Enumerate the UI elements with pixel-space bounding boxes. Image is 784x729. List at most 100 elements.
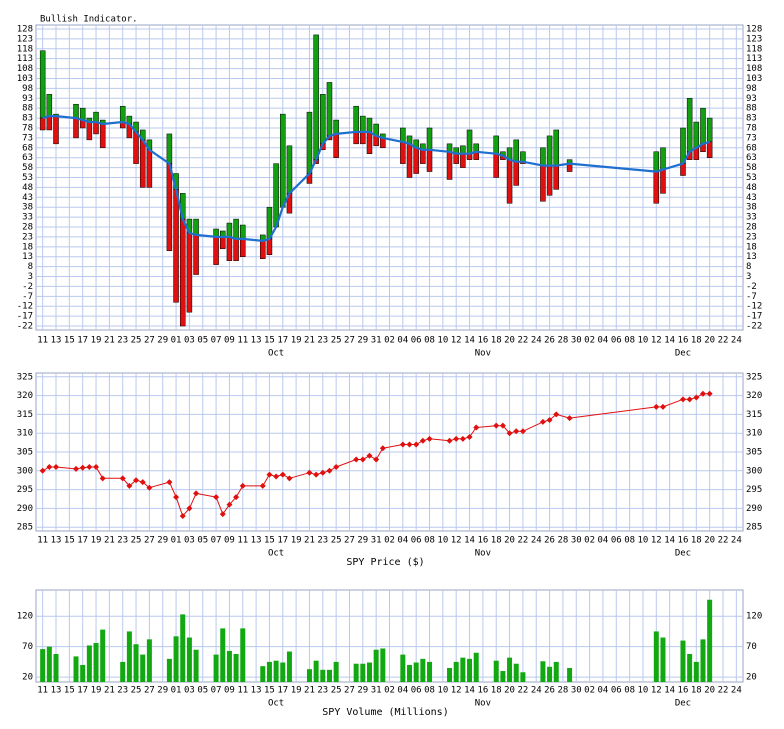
month-label: Oct bbox=[268, 349, 284, 359]
y-tick-label-right: -17 bbox=[746, 312, 762, 322]
price-marker bbox=[653, 403, 660, 410]
up-bar bbox=[326, 82, 333, 137]
x-tick-label: 11 bbox=[237, 686, 248, 696]
x-tick-label: 08 bbox=[624, 686, 635, 696]
x-tick-label: 12 bbox=[651, 536, 662, 546]
x-axis-label: SPY Volume (Millions) bbox=[322, 707, 448, 718]
price-marker bbox=[39, 467, 46, 474]
price-marker bbox=[173, 494, 180, 501]
y-tick-label: 103 bbox=[17, 74, 33, 84]
up-bar bbox=[426, 127, 433, 151]
price-marker bbox=[446, 437, 453, 444]
x-tick-label: 28 bbox=[557, 536, 568, 546]
y-tick-label-right: 128 bbox=[746, 24, 762, 34]
price-marker bbox=[133, 477, 140, 484]
y-tick-label-right: 20 bbox=[746, 673, 757, 683]
x-tick-label: 26 bbox=[544, 686, 555, 696]
y-tick-label: 285 bbox=[17, 523, 33, 533]
price-marker bbox=[226, 501, 233, 508]
up-bar bbox=[513, 139, 519, 162]
up-bar bbox=[233, 218, 239, 240]
down-bar bbox=[53, 115, 59, 145]
y-tick-label-right: 58 bbox=[746, 163, 757, 173]
y-tick-label: 315 bbox=[17, 410, 33, 420]
y-tick-label-right: 23 bbox=[746, 232, 757, 242]
price-marker bbox=[513, 428, 520, 435]
volume-bar bbox=[553, 661, 559, 682]
price-marker bbox=[166, 479, 173, 486]
up-bar bbox=[79, 107, 86, 121]
month-label: Nov bbox=[475, 349, 491, 359]
x-tick-label: 24 bbox=[531, 336, 542, 346]
down-bar bbox=[493, 153, 499, 178]
down-bar bbox=[513, 161, 519, 186]
x-tick-label: 15 bbox=[264, 336, 275, 346]
x-tick-label: 20 bbox=[504, 686, 515, 696]
y-tick-label: 20 bbox=[22, 673, 33, 683]
y-tick-label: 43 bbox=[22, 193, 33, 203]
x-tick-label: 09 bbox=[224, 686, 235, 696]
up-bar bbox=[273, 163, 279, 228]
x-tick-label: 16 bbox=[477, 336, 488, 346]
x-tick-label: 12 bbox=[651, 686, 662, 696]
y-tick-label-right: 73 bbox=[746, 133, 757, 143]
x-tick-label: 28 bbox=[557, 336, 568, 346]
x-tick-label: 16 bbox=[477, 686, 488, 696]
price-marker bbox=[79, 464, 86, 471]
price-marker bbox=[86, 464, 93, 471]
y-tick-label: 320 bbox=[17, 391, 33, 401]
x-tick-label: 10 bbox=[437, 686, 448, 696]
x-tick-label: 11 bbox=[237, 336, 248, 346]
up-bar bbox=[166, 133, 173, 164]
y-tick-label: 93 bbox=[22, 94, 33, 104]
price-marker bbox=[233, 494, 240, 501]
y-tick-label: 70 bbox=[22, 642, 33, 652]
x-tick-label: 22 bbox=[718, 686, 729, 696]
y-tick-label-right: 48 bbox=[746, 183, 757, 193]
price-marker bbox=[193, 490, 200, 497]
x-tick-label: 25 bbox=[131, 536, 142, 546]
volume-bar bbox=[420, 658, 426, 682]
x-tick-label: 23 bbox=[317, 336, 328, 346]
y-tick-label: 83 bbox=[22, 114, 33, 124]
x-tick-label: 27 bbox=[344, 686, 355, 696]
x-tick-label: 06 bbox=[411, 336, 422, 346]
x-tick-label: 14 bbox=[664, 686, 675, 696]
volume-bar bbox=[320, 669, 326, 682]
price-marker bbox=[539, 418, 546, 425]
down-bar bbox=[446, 151, 453, 180]
y-tick-label: 108 bbox=[17, 64, 33, 74]
y-tick-label: -7 bbox=[22, 292, 33, 302]
x-tick-label: 29 bbox=[357, 536, 368, 546]
down-bar bbox=[213, 236, 219, 265]
x-tick-label: 14 bbox=[664, 536, 675, 546]
x-tick-label: 20 bbox=[504, 336, 515, 346]
up-bar bbox=[653, 151, 660, 172]
x-tick-label: 08 bbox=[424, 686, 435, 696]
price-line bbox=[42, 393, 710, 517]
y-tick-label: 78 bbox=[22, 123, 33, 133]
volume-bar bbox=[86, 645, 92, 682]
x-tick-label: 27 bbox=[344, 536, 355, 546]
price-marker bbox=[413, 441, 420, 448]
price-marker bbox=[686, 396, 693, 403]
up-bar bbox=[473, 143, 479, 153]
y-tick-label: 53 bbox=[22, 173, 33, 183]
down-bar bbox=[546, 165, 553, 196]
volume-bar bbox=[707, 599, 713, 682]
y-tick-label: 113 bbox=[17, 54, 33, 64]
x-tick-label: 03 bbox=[184, 686, 195, 696]
x-tick-label: 18 bbox=[691, 536, 702, 546]
up-bar bbox=[540, 147, 546, 166]
volume-bar bbox=[260, 666, 266, 682]
up-bar bbox=[286, 145, 293, 194]
x-tick-label: 13 bbox=[251, 536, 262, 546]
x-tick-label: 31 bbox=[371, 686, 382, 696]
volume-bar bbox=[273, 660, 279, 682]
down-bar bbox=[660, 169, 666, 194]
up-bar bbox=[240, 224, 246, 240]
x-tick-label: 08 bbox=[624, 336, 635, 346]
y-tick-label: -2 bbox=[22, 282, 33, 292]
x-tick-label: 19 bbox=[291, 336, 302, 346]
y-tick-label: 3 bbox=[28, 272, 33, 282]
